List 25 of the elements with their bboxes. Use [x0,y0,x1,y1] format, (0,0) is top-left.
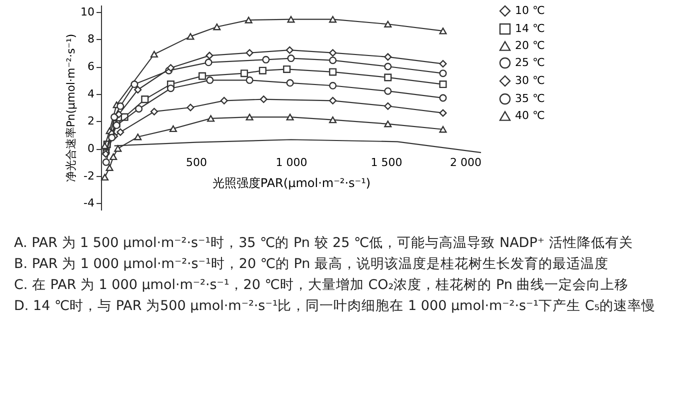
legend-label: 20 ℃ [515,39,545,52]
legend-label: 30 ℃ [515,74,545,87]
y-tick-label: 2 [88,114,94,128]
legend-label: 35 ℃ [515,92,545,105]
text: B. PAR 为 1 000 μmol·m⁻²·s⁻¹时，20 ℃的 Pn 最高，说明该温度是桂花树生长发育的最适温度 [14,255,610,274]
x-tick-label: 1 500 [370,156,402,169]
y-tick-label: 0 [88,142,94,155]
y-axis-title: 净光合速率Pn(μmol·m⁻²·s⁻¹) [64,34,78,182]
x-axis-title: 光照强度PAR(μmol·m⁻²·s⁻¹) [212,176,371,190]
y-tick-label: 8 [88,32,94,46]
y-tick-label: -2 [84,169,94,182]
x-tick-label: 500 [186,156,207,169]
y-tick-label: 10 [80,5,94,18]
x-tick-label: 2 000 [450,156,482,169]
text: C. 在 PAR 为 1 000 μmol·m⁻²·s⁻¹，20 ℃时，大量增加 CO₂浓度，桂花树的 Pn 曲线一定会向上移 [14,276,630,295]
y-tick-label: -4 [84,196,94,210]
legend-label: 14 ℃ [515,22,545,35]
y-tick-label: 4 [88,87,94,100]
text: A. PAR 为 1 500 μmol·m⁻²·s⁻¹时，35 ℃的 Pn 较 25 ℃低，可能与高温导致 NADP⁺ 活性降低有关 [14,234,634,253]
text: D. 14 ℃时，与 PAR 为500 μmol·m⁻²·s⁻¹比，同一叶肉细胞在 1 000 μmol·m⁻²·s⁻¹下产生 C₅的速率慢 [14,297,657,316]
legend-label: 40 ℃ [515,109,545,122]
y-tick-label: 6 [88,60,94,73]
legend-label: 10 ℃ [515,4,545,17]
x-tick-label: 1 000 [276,156,308,169]
legend-label: 25 ℃ [515,56,545,69]
